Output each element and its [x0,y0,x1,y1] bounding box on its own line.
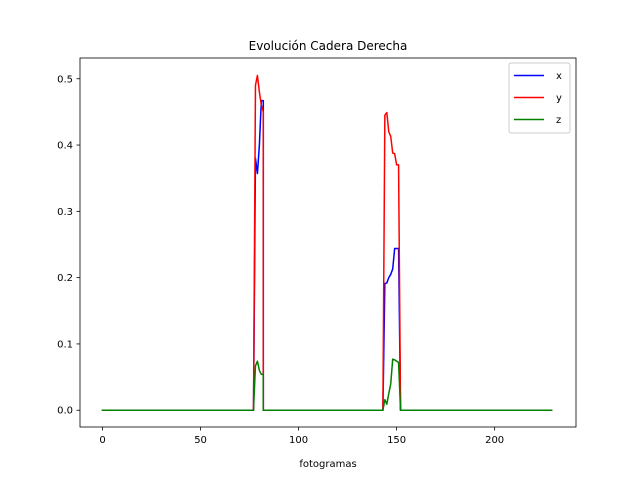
x-tick-label: 50 [194,435,207,446]
y-tick-label: 0.4 [57,141,73,152]
y-tick-label: 0.3 [57,207,73,218]
x-axis-label: fotogramas [299,459,356,470]
legend: xyz [508,62,571,134]
y-tick-label: 0.2 [57,273,73,284]
y-tick-label: 0.1 [57,339,73,350]
plot-lines [101,74,553,411]
legend-label-z: z [556,115,561,126]
legend-label-y: y [556,93,562,104]
y-axis: 0.0 0.1 0.2 0.3 0.4 0.5 [57,74,80,417]
legend-label-x: x [556,71,562,82]
chart-title: Evolución Cadera Derecha [249,39,408,53]
series-line-y [101,74,553,411]
x-tick-label: 150 [387,435,406,446]
plot-frame [79,57,577,428]
series-line-z [101,358,553,411]
x-axis: 0 50 100 150 200 [99,427,504,446]
y-tick-label: 0.5 [57,74,73,85]
x-tick-label: 200 [485,435,504,446]
y-tick-label: 0.0 [57,406,73,417]
x-tick-label: 100 [289,435,308,446]
x-tick-label: 0 [99,435,105,446]
series-line-x [101,99,553,411]
